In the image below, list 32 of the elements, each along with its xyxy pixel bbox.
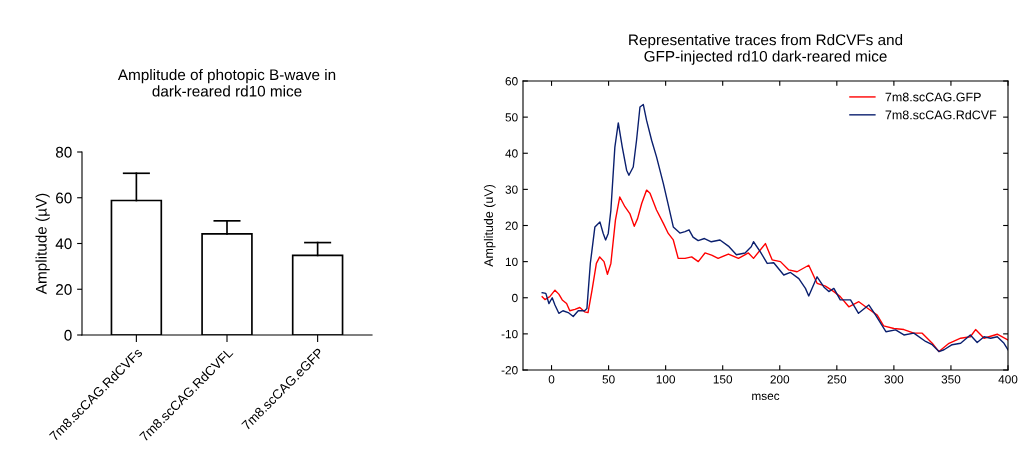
y-tick-label: 60	[505, 77, 518, 86]
y-tick-label: -20	[501, 366, 518, 375]
x-tick-label: 400	[998, 375, 1018, 384]
x-axis-title: msec	[752, 393, 780, 401]
legend-label: 7m8.scCAG.GFP	[885, 92, 981, 102]
line-series	[541, 103, 1008, 353]
legend-label: 7m8.scCAG.RdCVF	[885, 110, 997, 120]
x-tick-label: 300	[884, 375, 904, 384]
y-tick-label: 40	[505, 149, 518, 158]
x-tick-label: 100	[656, 375, 676, 384]
chart-title: Representative traces from RdCVFs and GFP-injected rd10 dark-reared mice	[629, 34, 903, 65]
y-tick-label: 0	[512, 293, 518, 303]
x-tick-label: 0	[548, 375, 555, 384]
x-tick-label: 150	[713, 375, 733, 384]
y-tick-label: 40	[55, 238, 72, 250]
y-tick-label: -10	[501, 329, 518, 339]
chart-title: Amplitude of photopic B-wave in dark-reared rd10 mice	[117, 68, 336, 97]
y-axis-title: Amplitude (uV)	[483, 184, 496, 267]
y-tick-label: 0	[64, 329, 72, 341]
x-tick-label: 50	[602, 375, 615, 384]
y-tick-label: 10	[505, 257, 518, 267]
x-tick-label: 200	[770, 375, 790, 384]
y-tick-label: 20	[505, 221, 518, 230]
x-tick-label: 350	[941, 375, 961, 384]
x-tick-label: 250	[827, 375, 847, 384]
line-series	[541, 189, 1008, 353]
y-tick-label: 20	[56, 284, 72, 295]
y-axis-title: Amplitude (µV)	[35, 193, 50, 295]
y-tick-label: 80	[55, 146, 72, 158]
y-tick-label: 30	[505, 185, 518, 194]
y-tick-label: 60	[56, 192, 72, 204]
y-tick-label: 50	[505, 113, 518, 122]
